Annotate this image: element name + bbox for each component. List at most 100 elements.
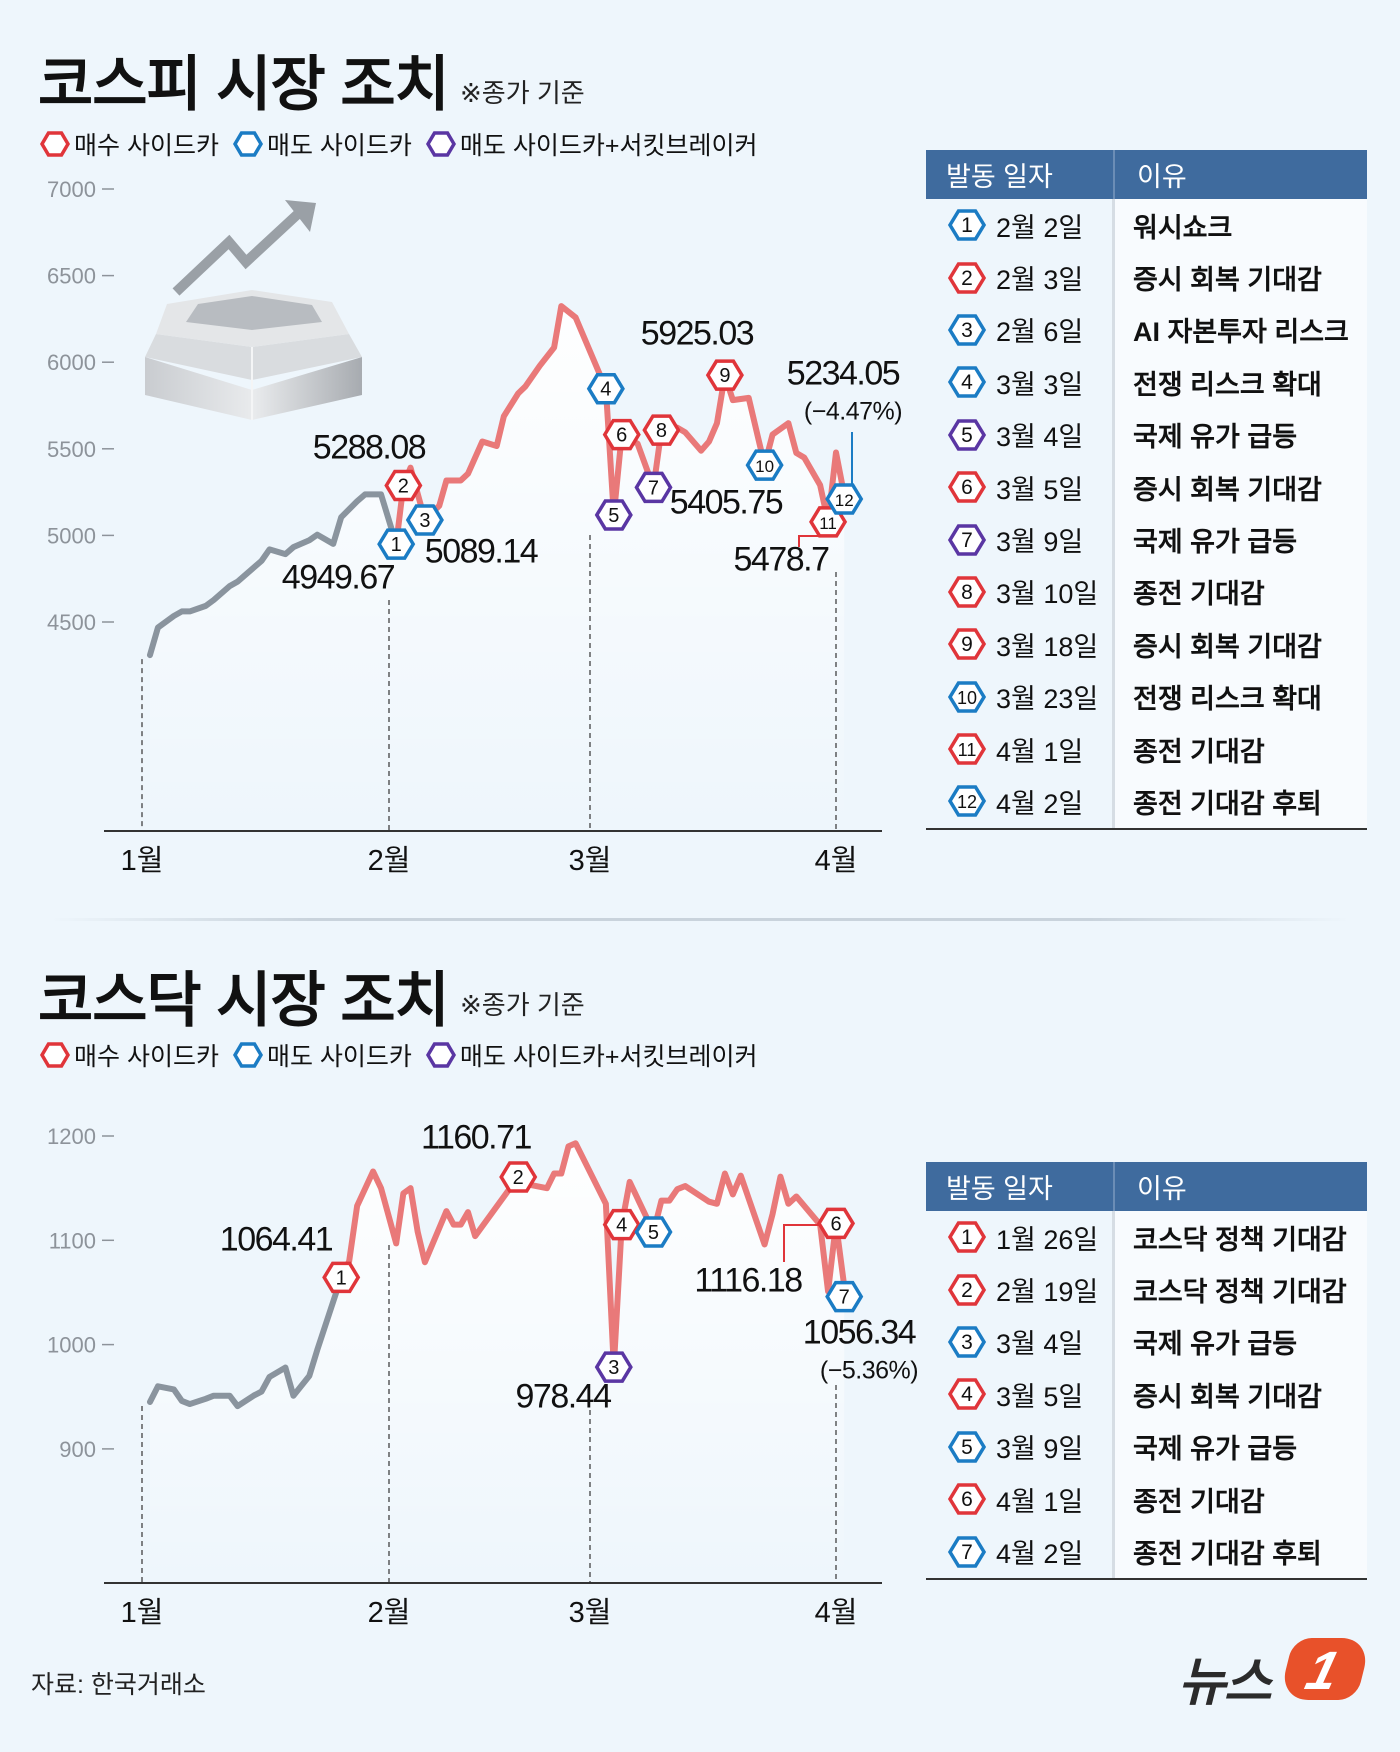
marker-number: 3 <box>608 1357 619 1379</box>
trigger-reason: 워시쇼크 <box>1133 212 1233 243</box>
x-tick-label: 1월 <box>121 1596 164 1629</box>
cell-date: 10 3월 23일 <box>926 677 1113 716</box>
table-row: 2 2월 3일 증시 회복 기대감 <box>926 251 1367 303</box>
y-tick-label: 1100 <box>49 1228 96 1253</box>
trigger-marker-6[interactable]: 6 <box>602 418 641 451</box>
legend-breaker: 매도 사이드카+서킷브레이커 <box>425 126 757 162</box>
trigger-date: 3월 4일 <box>996 422 1084 453</box>
trigger-marker-10[interactable]: 10 <box>745 449 784 481</box>
index-line-after-first-trigger <box>338 1140 848 1371</box>
cell-date: 1 1월 26일 <box>926 1218 1113 1257</box>
y-tick-label: 6000 <box>47 350 96 375</box>
marker-number: 8 <box>961 581 973 604</box>
trigger-reason: 증시 회복 기대감 <box>1133 1381 1322 1412</box>
header-reason: 이유 <box>1113 1162 1187 1211</box>
hexagon-icon <box>745 449 784 481</box>
trigger-date: 3월 18일 <box>996 631 1099 662</box>
marker-number: 6 <box>961 476 973 499</box>
hexagon-number-icon: 12 <box>948 785 986 818</box>
trigger-marker-4[interactable]: 4 <box>602 1208 641 1241</box>
index-line-before-first-trigger <box>146 491 400 659</box>
hexagon-number-icon: 5 <box>948 1431 986 1463</box>
hexagon-number-icon: 1 <box>948 209 986 241</box>
marker-number: 5 <box>961 424 973 447</box>
cell-date: 2 2월 19일 <box>926 1270 1113 1309</box>
change-label: (−5.36%) <box>819 1356 919 1385</box>
trigger-date: 4월 2일 <box>996 1539 1084 1570</box>
hexagon-number-icon: 1 <box>948 1221 986 1253</box>
trigger-marker-7[interactable]: 7 <box>634 471 673 504</box>
hexagon-icon <box>705 359 744 391</box>
table-row: 5 3월 9일 국제 유가 급등 <box>926 1421 1367 1473</box>
logo-text: 뉴스 <box>1178 1654 1272 1712</box>
kosdaq-title: 코스닥 시장 조치 <box>38 967 450 1034</box>
value-label: 1160.71 <box>421 1118 532 1157</box>
hexagon-number-icon: 3 <box>948 1326 986 1358</box>
trigger-marker-7[interactable]: 7 <box>825 1280 864 1313</box>
trigger-marker-9[interactable]: 9 <box>705 359 744 391</box>
kosdaq-legend: 매수 사이드카 매도 사이드카 매도 사이드카+서킷브레이커 <box>40 1037 757 1073</box>
marker-number: 11 <box>958 740 977 760</box>
trigger-date: 4월 2일 <box>996 788 1084 819</box>
legend-label: 매도 사이드카+서킷브레이커 <box>459 1043 758 1071</box>
cell-date: 6 3월 5일 <box>926 468 1113 507</box>
hexagon-number-icon: 11 <box>948 733 986 765</box>
legend-label: 매도 사이드카 <box>266 132 412 160</box>
hexagon-icon <box>499 1161 538 1193</box>
trigger-date: 3월 10일 <box>996 579 1099 610</box>
trigger-marker-3[interactable]: 3 <box>594 1351 633 1383</box>
x-tick-label: 4월 <box>815 1596 858 1629</box>
value-label: 1056.34 <box>802 1313 917 1352</box>
trigger-reason: 종전 기대감 <box>1133 579 1265 610</box>
table-header: 발동 일자 이유 <box>926 1162 1367 1211</box>
hexagon-number-icon: 7 <box>948 523 986 556</box>
table-row: 4 3월 5일 증시 회복 기대감 <box>926 1368 1367 1420</box>
trigger-marker-2[interactable]: 2 <box>499 1161 538 1193</box>
table-row: 1 1월 26일 코스닥 정책 기대감 <box>926 1211 1367 1263</box>
trigger-date: 3월 9일 <box>996 527 1084 558</box>
change-label: (−4.47%) <box>803 397 903 426</box>
x-tick-label: 4월 <box>815 844 858 877</box>
trigger-marker-5[interactable]: 5 <box>594 499 633 531</box>
marker-number: 5 <box>961 1436 973 1459</box>
hexagon-icon <box>40 131 70 157</box>
cell-date: 8 3월 10일 <box>926 572 1113 611</box>
trigger-date: 1월 26일 <box>996 1224 1099 1255</box>
marker-number: 7 <box>839 1287 850 1309</box>
trigger-reason: 종전 기대감 후퇴 <box>1133 788 1322 819</box>
trigger-marker-6[interactable]: 6 <box>816 1207 856 1240</box>
trigger-marker-11[interactable]: 11 <box>809 506 848 538</box>
marker-number: 6 <box>616 425 627 447</box>
hexagon-icon <box>425 1042 456 1068</box>
cell-date: 3 3월 4일 <box>926 1322 1113 1361</box>
marker-number: 10 <box>755 457 774 476</box>
trigger-marker-8[interactable]: 8 <box>642 414 681 446</box>
area-fill <box>149 1143 845 1583</box>
marker-number: 9 <box>961 633 973 656</box>
marker-number: 5 <box>608 505 619 527</box>
trigger-reason: 전쟁 리스크 확대 <box>1133 369 1322 400</box>
trigger-marker-1[interactable]: 1 <box>377 528 416 560</box>
table-row: 1 2월 2일 워시쇼크 <box>926 199 1367 251</box>
marker-number: 5 <box>648 1222 659 1244</box>
table-row: 8 3월 10일 종전 기대감 <box>926 566 1367 618</box>
hexagon-icon <box>816 1207 856 1240</box>
marker-number: 8 <box>656 420 667 442</box>
hexagon-icon <box>384 469 423 502</box>
table-row: 7 4월 2일 종전 기대감 후퇴 <box>926 1525 1367 1577</box>
hexagon-number-icon: 2 <box>948 261 986 294</box>
cell-date: 11 4월 1일 <box>926 730 1113 769</box>
marker-number: 3 <box>961 319 973 342</box>
trigger-marker-1[interactable]: 1 <box>322 1261 361 1294</box>
trigger-marker-4[interactable]: 4 <box>586 372 625 405</box>
table-row: 12 4월 2일 종전 기대감 후퇴 <box>926 775 1367 827</box>
table-row: 2 2월 19일 코스닥 정책 기대감 <box>926 1263 1367 1315</box>
trigger-marker-2[interactable]: 2 <box>384 469 423 502</box>
trigger-marker-12[interactable]: 12 <box>825 483 864 515</box>
kosdaq-table: 발동 일자 이유 1 1월 26일 코스닥 정책 기대감 2 2월 19일 코스닥 정책 … <box>926 1162 1367 1580</box>
y-tick-label: 5500 <box>47 437 96 462</box>
trigger-marker-5[interactable]: 5 <box>634 1216 673 1248</box>
marker-number: 4 <box>600 379 611 401</box>
table-row: 11 4월 1일 종전 기대감 <box>926 723 1367 775</box>
trigger-marker-3[interactable]: 3 <box>405 504 444 536</box>
